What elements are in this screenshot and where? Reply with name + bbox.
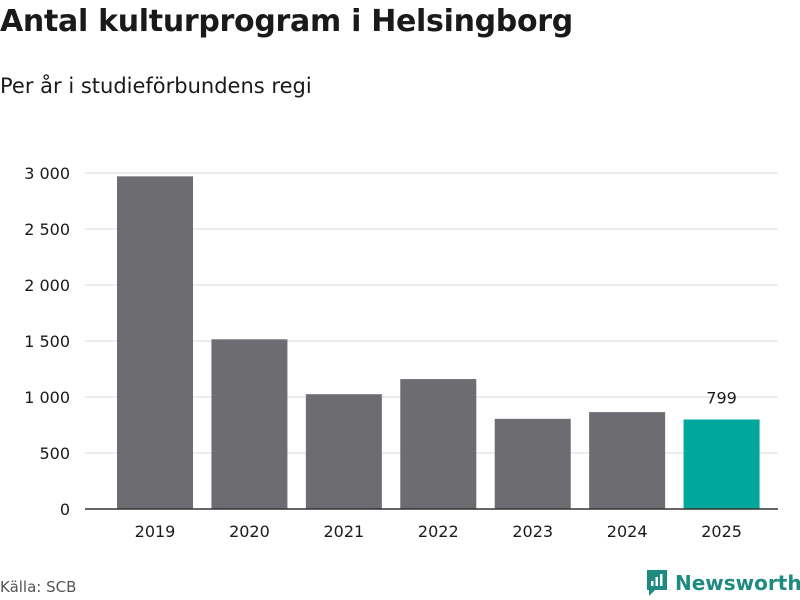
x-tick-label: 2022 — [418, 522, 459, 541]
y-tick-label: 1 500 — [24, 332, 70, 351]
brand-logo: Newsworthy — [645, 568, 800, 598]
y-tick-label: 3 000 — [24, 164, 70, 183]
y-tick-label: 500 — [39, 444, 70, 463]
bar-2021 — [305, 394, 382, 509]
newsworthy-logo-icon — [647, 570, 667, 596]
x-tick-label: 2021 — [323, 522, 364, 541]
x-tick-label: 2019 — [135, 522, 176, 541]
y-tick-label: 2 000 — [24, 276, 70, 295]
data-label: 799 — [706, 389, 737, 408]
x-tick-label: 2023 — [512, 522, 553, 541]
y-tick-label: 0 — [60, 500, 70, 519]
brand-name: Newsworthy — [675, 571, 800, 595]
source-note: Källa: SCB — [0, 578, 77, 596]
y-tick-label: 2 500 — [24, 220, 70, 239]
bar-2024 — [589, 412, 666, 509]
chart-title: Antal kulturprogram i Helsingborg — [0, 4, 573, 39]
chart-subtitle: Per år i studieförbundens regi — [0, 74, 312, 98]
bar-2019 — [117, 176, 193, 510]
x-tick-label: 2020 — [229, 522, 270, 541]
y-tick-label: 1 000 — [24, 388, 70, 407]
x-tick-label: 2025 — [701, 522, 742, 541]
x-tick-label: 2024 — [607, 522, 648, 541]
bar-2025 — [683, 419, 760, 509]
bar-2023 — [494, 418, 571, 509]
bar-2020 — [211, 339, 288, 509]
bar-2022 — [400, 379, 477, 509]
